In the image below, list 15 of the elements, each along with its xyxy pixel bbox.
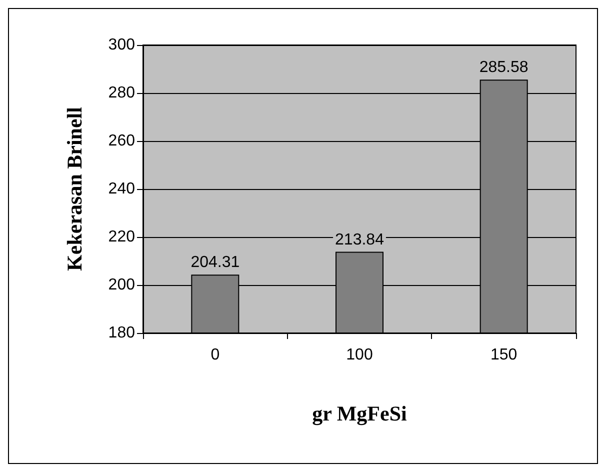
data-label: 204.31 <box>190 254 240 272</box>
x-tick-label: 100 <box>346 346 373 364</box>
y-axis-title: Kekerasan Brinell <box>62 106 86 271</box>
x-tick-label: 150 <box>490 346 518 364</box>
x-axis-title: gr MgFeSi <box>312 402 407 426</box>
y-tick-label: 240 <box>108 180 136 198</box>
data-label: 213.84 <box>335 231 384 248</box>
x-tick-label: 0 <box>210 346 220 364</box>
data-label: 285.58 <box>479 59 528 76</box>
y-tick-label: 280 <box>108 84 136 102</box>
y-tick-label: 260 <box>108 132 136 150</box>
y-tick-label: 220 <box>108 228 136 246</box>
y-tick-label: 200 <box>108 276 136 294</box>
y-tick-label: 300 <box>108 36 136 54</box>
y-tick-label: 180 <box>108 324 136 342</box>
